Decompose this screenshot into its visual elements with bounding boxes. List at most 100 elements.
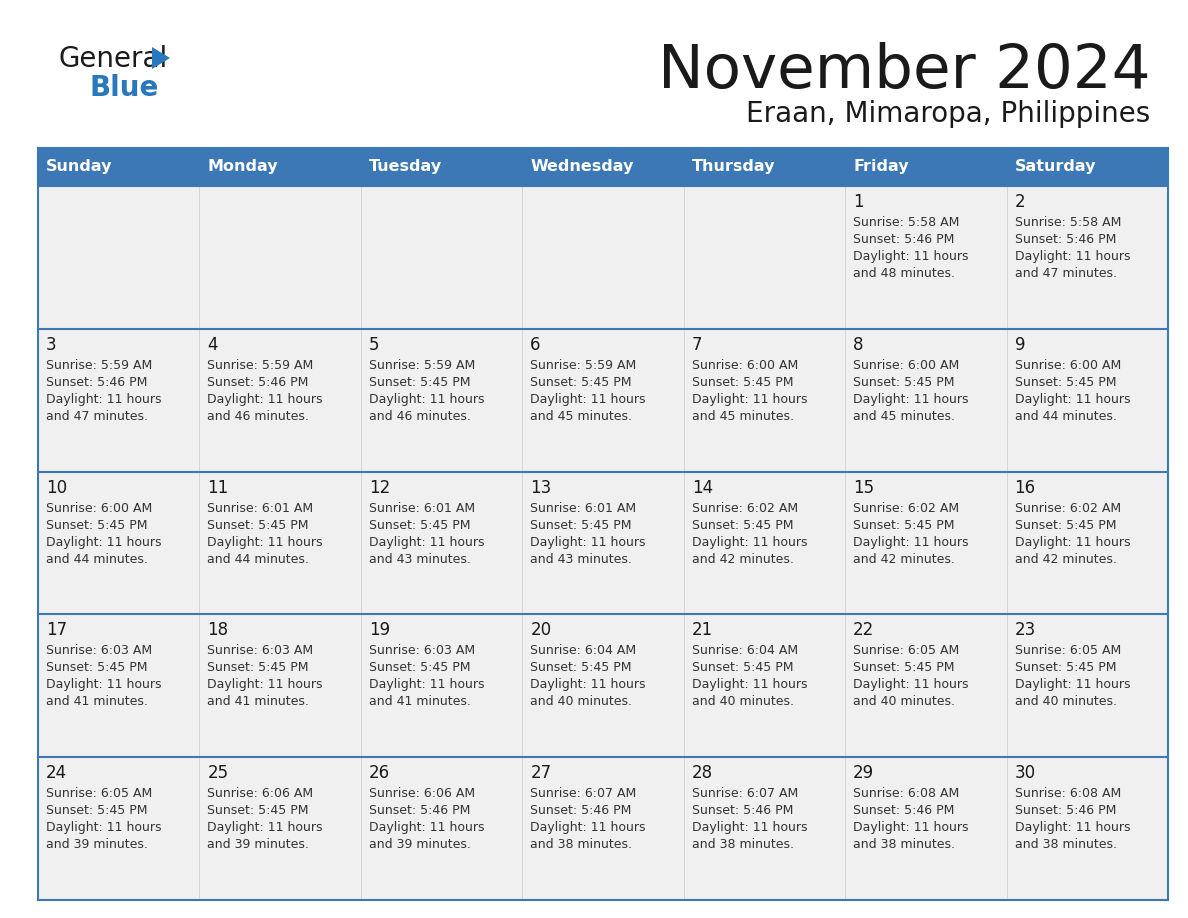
Text: Sunset: 5:45 PM: Sunset: 5:45 PM: [1015, 519, 1116, 532]
Text: Sunset: 5:45 PM: Sunset: 5:45 PM: [208, 804, 309, 817]
Text: Sunset: 5:45 PM: Sunset: 5:45 PM: [368, 375, 470, 389]
Text: 11: 11: [208, 478, 228, 497]
Text: Sunrise: 6:01 AM: Sunrise: 6:01 AM: [530, 501, 637, 515]
Text: and 39 minutes.: and 39 minutes.: [208, 838, 309, 851]
Text: Sunrise: 6:05 AM: Sunrise: 6:05 AM: [46, 788, 152, 800]
Text: 10: 10: [46, 478, 68, 497]
Text: Daylight: 11 hours: Daylight: 11 hours: [853, 250, 968, 263]
Text: 24: 24: [46, 764, 68, 782]
Text: 5: 5: [368, 336, 379, 353]
Text: 30: 30: [1015, 764, 1036, 782]
Text: Daylight: 11 hours: Daylight: 11 hours: [530, 822, 646, 834]
Text: Daylight: 11 hours: Daylight: 11 hours: [1015, 678, 1130, 691]
Text: Sunset: 5:45 PM: Sunset: 5:45 PM: [530, 375, 632, 389]
Text: and 42 minutes.: and 42 minutes.: [853, 553, 955, 565]
Text: Sunset: 5:45 PM: Sunset: 5:45 PM: [1015, 375, 1116, 389]
Bar: [38, 472, 1168, 614]
Text: 15: 15: [853, 478, 874, 497]
Text: Sunset: 5:45 PM: Sunset: 5:45 PM: [368, 661, 470, 675]
Text: 8: 8: [853, 336, 864, 353]
Text: and 44 minutes.: and 44 minutes.: [208, 553, 309, 565]
Text: Daylight: 11 hours: Daylight: 11 hours: [208, 393, 323, 406]
Text: Sunset: 5:45 PM: Sunset: 5:45 PM: [46, 804, 147, 817]
Text: 6: 6: [530, 336, 541, 353]
Text: and 42 minutes.: and 42 minutes.: [1015, 553, 1117, 565]
Text: Daylight: 11 hours: Daylight: 11 hours: [368, 535, 485, 549]
Text: and 45 minutes.: and 45 minutes.: [691, 409, 794, 423]
Text: Sunset: 5:45 PM: Sunset: 5:45 PM: [691, 519, 794, 532]
Text: Daylight: 11 hours: Daylight: 11 hours: [530, 393, 646, 406]
Text: 23: 23: [1015, 621, 1036, 640]
Text: Sunrise: 6:07 AM: Sunrise: 6:07 AM: [530, 788, 637, 800]
Text: and 43 minutes.: and 43 minutes.: [368, 553, 470, 565]
Text: and 40 minutes.: and 40 minutes.: [853, 696, 955, 709]
Bar: [38, 757, 1168, 900]
Text: Sunrise: 6:01 AM: Sunrise: 6:01 AM: [208, 501, 314, 515]
Text: Tuesday: Tuesday: [368, 160, 442, 174]
Text: Daylight: 11 hours: Daylight: 11 hours: [853, 393, 968, 406]
Text: and 45 minutes.: and 45 minutes.: [853, 409, 955, 423]
Text: and 47 minutes.: and 47 minutes.: [1015, 267, 1117, 280]
Text: Daylight: 11 hours: Daylight: 11 hours: [691, 822, 807, 834]
Bar: [38, 186, 1168, 329]
Text: Daylight: 11 hours: Daylight: 11 hours: [368, 678, 485, 691]
Text: Sunrise: 6:03 AM: Sunrise: 6:03 AM: [46, 644, 152, 657]
Text: Sunrise: 6:04 AM: Sunrise: 6:04 AM: [691, 644, 798, 657]
Text: Daylight: 11 hours: Daylight: 11 hours: [530, 678, 646, 691]
Text: Sunrise: 6:06 AM: Sunrise: 6:06 AM: [208, 788, 314, 800]
Text: Sunrise: 6:07 AM: Sunrise: 6:07 AM: [691, 788, 798, 800]
Text: Daylight: 11 hours: Daylight: 11 hours: [208, 535, 323, 549]
Text: Daylight: 11 hours: Daylight: 11 hours: [853, 535, 968, 549]
Text: Sunset: 5:46 PM: Sunset: 5:46 PM: [1015, 233, 1116, 246]
Text: Daylight: 11 hours: Daylight: 11 hours: [1015, 822, 1130, 834]
Polygon shape: [152, 47, 170, 69]
Text: 20: 20: [530, 621, 551, 640]
Text: and 44 minutes.: and 44 minutes.: [46, 553, 147, 565]
Text: Sunrise: 6:02 AM: Sunrise: 6:02 AM: [853, 501, 959, 515]
Text: 12: 12: [368, 478, 390, 497]
Text: Daylight: 11 hours: Daylight: 11 hours: [691, 535, 807, 549]
Text: Daylight: 11 hours: Daylight: 11 hours: [46, 393, 162, 406]
Text: 2: 2: [1015, 193, 1025, 211]
Text: Sunset: 5:45 PM: Sunset: 5:45 PM: [1015, 661, 1116, 675]
Text: and 48 minutes.: and 48 minutes.: [853, 267, 955, 280]
Text: Sunset: 5:45 PM: Sunset: 5:45 PM: [530, 519, 632, 532]
Text: Sunrise: 5:58 AM: Sunrise: 5:58 AM: [853, 216, 960, 229]
Text: Daylight: 11 hours: Daylight: 11 hours: [853, 678, 968, 691]
Text: Daylight: 11 hours: Daylight: 11 hours: [46, 678, 162, 691]
Text: Daylight: 11 hours: Daylight: 11 hours: [368, 393, 485, 406]
Text: Daylight: 11 hours: Daylight: 11 hours: [530, 535, 646, 549]
Text: and 40 minutes.: and 40 minutes.: [691, 696, 794, 709]
Text: and 41 minutes.: and 41 minutes.: [368, 696, 470, 709]
Text: 18: 18: [208, 621, 228, 640]
Text: Sunset: 5:45 PM: Sunset: 5:45 PM: [46, 661, 147, 675]
Text: 26: 26: [368, 764, 390, 782]
Text: Sunrise: 6:00 AM: Sunrise: 6:00 AM: [46, 501, 152, 515]
Text: 25: 25: [208, 764, 228, 782]
Text: Sunrise: 6:03 AM: Sunrise: 6:03 AM: [368, 644, 475, 657]
Text: General: General: [58, 45, 168, 73]
Text: 7: 7: [691, 336, 702, 353]
Text: 13: 13: [530, 478, 551, 497]
Text: Daylight: 11 hours: Daylight: 11 hours: [1015, 250, 1130, 263]
Text: Sunset: 5:45 PM: Sunset: 5:45 PM: [691, 375, 794, 389]
Text: and 47 minutes.: and 47 minutes.: [46, 409, 148, 423]
Text: Sunset: 5:46 PM: Sunset: 5:46 PM: [853, 233, 954, 246]
Text: Sunset: 5:45 PM: Sunset: 5:45 PM: [853, 519, 955, 532]
Text: Sunrise: 6:00 AM: Sunrise: 6:00 AM: [853, 359, 960, 372]
Text: Sunset: 5:46 PM: Sunset: 5:46 PM: [691, 804, 794, 817]
Text: 3: 3: [46, 336, 57, 353]
Text: Daylight: 11 hours: Daylight: 11 hours: [208, 678, 323, 691]
Text: Sunrise: 5:59 AM: Sunrise: 5:59 AM: [368, 359, 475, 372]
Text: and 42 minutes.: and 42 minutes.: [691, 553, 794, 565]
Text: and 41 minutes.: and 41 minutes.: [46, 696, 147, 709]
Text: Sunset: 5:45 PM: Sunset: 5:45 PM: [853, 661, 955, 675]
Text: Friday: Friday: [853, 160, 909, 174]
Text: Sunset: 5:46 PM: Sunset: 5:46 PM: [853, 804, 954, 817]
Text: and 43 minutes.: and 43 minutes.: [530, 553, 632, 565]
Text: 1: 1: [853, 193, 864, 211]
Text: and 38 minutes.: and 38 minutes.: [691, 838, 794, 851]
Text: Sunrise: 5:59 AM: Sunrise: 5:59 AM: [530, 359, 637, 372]
Text: 9: 9: [1015, 336, 1025, 353]
Text: Sunset: 5:46 PM: Sunset: 5:46 PM: [368, 804, 470, 817]
